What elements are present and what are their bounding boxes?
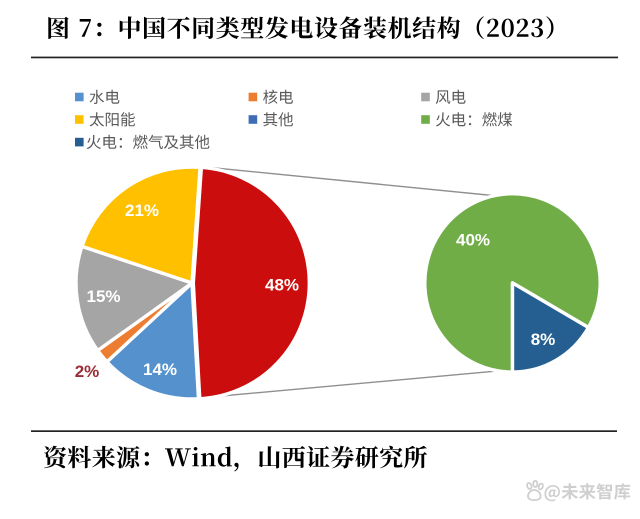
svg-text:21%: 21%	[125, 201, 159, 220]
svg-text:14%: 14%	[143, 360, 177, 379]
svg-text:8%: 8%	[531, 330, 556, 349]
svg-text:48%: 48%	[265, 276, 299, 295]
svg-text:15%: 15%	[86, 287, 120, 306]
svg-text:40%: 40%	[456, 231, 490, 250]
svg-text:2%: 2%	[75, 362, 100, 381]
